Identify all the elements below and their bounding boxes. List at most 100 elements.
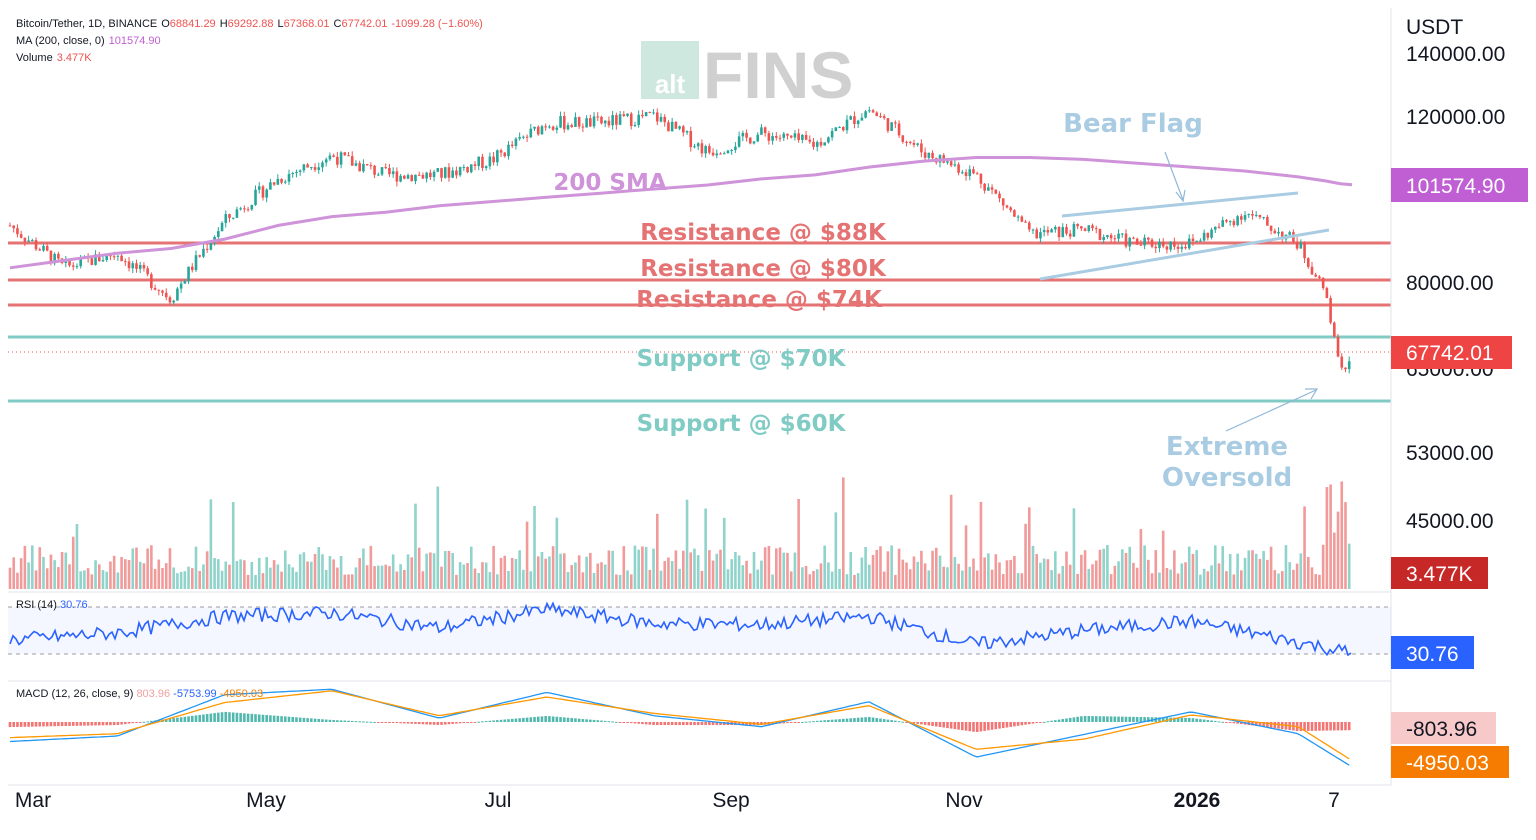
candle-body: [767, 133, 771, 141]
candle-body: [618, 114, 622, 125]
macd-histogram-bar: [808, 721, 812, 723]
candle-body: [1158, 241, 1161, 249]
macd-histogram-bar: [931, 722, 934, 726]
volume-bar: [752, 551, 756, 589]
candle-body: [525, 136, 529, 138]
volume-bar: [1001, 574, 1005, 589]
candle-body: [347, 155, 350, 157]
volume-bar: [856, 573, 860, 589]
candle-body: [321, 162, 324, 168]
candle-body: [860, 117, 864, 121]
volume-bar: [1169, 569, 1172, 589]
macd-histogram-bar: [287, 716, 291, 722]
volume-bar: [920, 550, 923, 589]
candle-body: [1106, 235, 1109, 238]
macd-histogram-bar: [1042, 721, 1046, 723]
candle-body: [548, 126, 551, 128]
macd-legend: MACD (12, 26, close, 9) 803.96 -5753.99 …: [16, 688, 263, 700]
candle-body: [1039, 232, 1042, 239]
macd-histogram-bar: [436, 722, 440, 725]
candle-body: [871, 110, 875, 113]
macd-histogram-bar: [804, 721, 808, 723]
volume-bar: [518, 550, 521, 589]
volume-bar: [838, 568, 841, 589]
candle-body: [1247, 214, 1251, 216]
candle-body: [730, 149, 733, 151]
candle-body: [280, 178, 283, 183]
volume-bar: [350, 574, 354, 589]
candle-body: [540, 126, 544, 135]
macd-histogram-bar: [217, 712, 220, 722]
time-axis[interactable]: Mar May Jul Sep Nov 2026 7: [15, 789, 1340, 812]
oversold-arrow: [1225, 389, 1317, 432]
candle-body: [559, 116, 562, 128]
volume-bar: [354, 567, 358, 589]
macd-histogram-bar: [116, 722, 120, 725]
candle-body: [990, 187, 994, 190]
volume-bar: [287, 564, 291, 589]
volume-bar: [536, 556, 540, 589]
volume-bar: [1266, 559, 1269, 589]
candle-body: [596, 116, 600, 118]
macd-histogram-bar: [592, 719, 596, 722]
annotations: 200 SMA Bear Flag Resistance @ $88K Resi…: [553, 109, 1292, 493]
volume-bar: [49, 554, 53, 589]
candle-body: [362, 163, 365, 172]
price-axis[interactable]: USDT 140000.00 120000.00 80000.00 65000.…: [1406, 16, 1505, 533]
volume-bar: [269, 567, 272, 589]
macd-histogram-bar: [1240, 722, 1243, 725]
volume-bar: [581, 572, 585, 589]
volume-bar: [421, 571, 425, 589]
candle-body: [745, 132, 748, 138]
candle-body: [674, 121, 678, 129]
currency-label: USDT: [1406, 16, 1463, 39]
macd-histogram-bar: [291, 716, 295, 722]
candle-body: [975, 173, 979, 175]
macd-histogram-bar: [1035, 722, 1039, 724]
volume-bar: [23, 545, 27, 589]
volume-bar: [819, 563, 823, 589]
macd-histogram-bar: [607, 721, 611, 723]
candle-body: [1147, 237, 1150, 240]
macd-histogram-bar: [492, 720, 495, 722]
macd-histogram-bar: [655, 722, 659, 726]
volume-bar: [298, 554, 302, 589]
macd-histogram-bar: [190, 715, 194, 722]
candle-body: [734, 146, 737, 150]
macd-histogram-bar: [1325, 722, 1329, 731]
macd-histogram-bar: [1310, 722, 1314, 731]
volume-bar: [83, 570, 86, 589]
macd-histogram-bar: [339, 720, 343, 722]
volume-bar: [949, 494, 953, 589]
open-value: 68841.29: [169, 18, 216, 30]
volume-bar: [938, 555, 942, 589]
candle-body: [1020, 216, 1024, 222]
macd-histogram-bar: [522, 717, 525, 722]
volume-bar: [1199, 574, 1202, 589]
candle-body: [927, 152, 931, 158]
macd-histogram-bar: [280, 716, 283, 722]
candle-body: [1202, 232, 1206, 241]
candle-body: [283, 181, 287, 183]
volume-bar: [254, 574, 257, 589]
macd-histogram-bar: [105, 722, 109, 726]
macd-histogram-bar: [901, 721, 905, 723]
volume-bar: [317, 547, 321, 589]
macd-histogram-bar: [719, 722, 722, 726]
candle-body: [536, 126, 540, 135]
axis-badges: 101574.90 67742.01 3.477K 30.76 -803.96 …: [1391, 168, 1528, 778]
candle-body: [793, 133, 797, 138]
macd-histogram-bar: [231, 712, 235, 722]
macd-histogram-bar: [879, 718, 882, 722]
macd-histogram-bar: [782, 722, 786, 724]
macd-histogram-bar: [1109, 716, 1113, 722]
volume-bar: [1258, 558, 1262, 589]
candle-body: [737, 136, 741, 147]
candle-body: [834, 127, 838, 131]
candle-body: [1083, 228, 1087, 231]
candle-body: [127, 261, 131, 269]
macd-histogram-bar: [388, 722, 391, 723]
macd-histogram-bar: [685, 722, 689, 726]
